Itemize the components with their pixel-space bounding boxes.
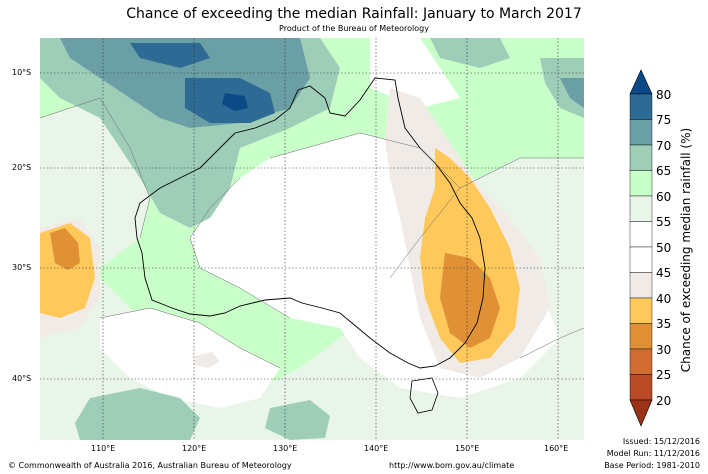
colorbar-tick-60: 60 [656, 190, 672, 204]
colorbar-tick-70: 70 [656, 139, 672, 153]
graticule [40, 38, 584, 440]
colorbar-segment [629, 348, 653, 375]
lon-label-120e: 120°E [182, 444, 207, 453]
lat-label-30s: 30°S [12, 263, 32, 272]
colorbar-label: Chance of exceeding median rainfall (%) [679, 127, 693, 373]
lon-label-160e: 160°E [544, 444, 569, 453]
colorbar-tick-35: 35 [656, 317, 672, 331]
rainfall-map [40, 38, 584, 440]
colorbar-segment [629, 272, 653, 299]
lon-label-140e: 140°E [364, 444, 389, 453]
colorbar-tick-45: 45 [656, 266, 672, 280]
lon-label-110e: 110°E [91, 444, 116, 453]
copyright-text: © Commonwealth of Australia 2016, Austra… [8, 461, 292, 470]
lat-label-40s: 40°S [12, 374, 32, 383]
colorbar-over-arrow [629, 69, 653, 95]
colorbar-segment [629, 246, 653, 273]
base-period: Base Period: 1981-2010 [604, 461, 700, 470]
tasmania-coastline [409, 377, 439, 414]
lon-label-130e: 130°E [273, 444, 298, 453]
colorbar-tick-65: 65 [656, 164, 672, 178]
lon-label-150e: 150°E [455, 444, 480, 453]
colorbar-segment [629, 323, 653, 350]
bom-url-link[interactable]: http://www.bom.gov.au/climate [389, 461, 515, 470]
model-run-date: Model Run: 11/12/2016 [606, 449, 700, 458]
colorbar-tick-80: 80 [656, 88, 672, 102]
issued-date: Issued: 15/12/2016 [622, 437, 700, 446]
colorbar-segment [629, 119, 653, 146]
colorbar [629, 69, 653, 427]
colorbar-segment [629, 195, 653, 222]
contour-lines [40, 97, 584, 369]
colorbar-segment [629, 297, 653, 324]
lat-label-10s: 10°S [12, 68, 32, 77]
colorbar-segment [629, 374, 653, 401]
lat-label-20s: 20°S [12, 163, 32, 172]
colorbar-tick-20: 20 [656, 394, 672, 408]
colorbar-segment [629, 170, 653, 197]
colorbar-tick-30: 30 [656, 343, 672, 357]
colorbar-under-arrow [629, 399, 653, 427]
map-subtitle: Product of the Bureau of Meteorology [279, 24, 429, 33]
colorbar-tick-25: 25 [656, 368, 672, 382]
colorbar-segment [629, 144, 653, 171]
colorbar-tick-50: 50 [656, 241, 672, 255]
colorbar-segment [629, 93, 653, 120]
colorbar-tick-55: 55 [656, 215, 672, 229]
colorbar-tick-40: 40 [656, 292, 672, 306]
map-title: Chance of exceeding the median Rainfall:… [126, 6, 582, 22]
australia-coastline [134, 77, 486, 369]
colorbar-tick-75: 75 [656, 113, 672, 127]
colorbar-segment [629, 221, 653, 248]
